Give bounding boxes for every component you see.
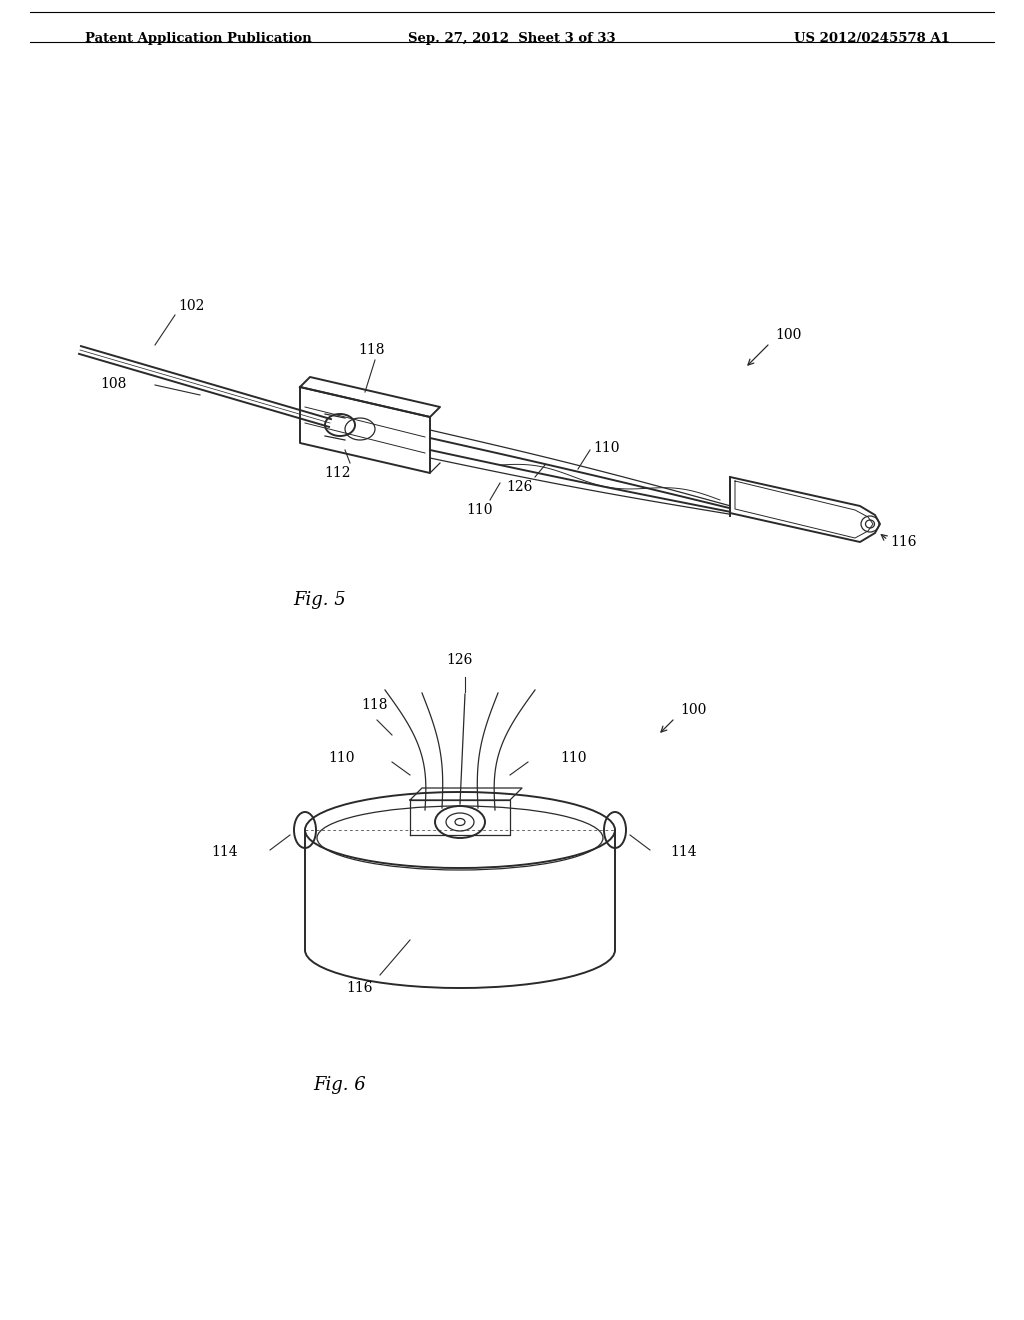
Text: 110: 110 <box>467 503 494 517</box>
Text: US 2012/0245578 A1: US 2012/0245578 A1 <box>795 32 950 45</box>
Text: Fig. 6: Fig. 6 <box>313 1076 367 1094</box>
Text: 126: 126 <box>507 480 534 494</box>
Text: Sep. 27, 2012  Sheet 3 of 33: Sep. 27, 2012 Sheet 3 of 33 <box>409 32 615 45</box>
Text: 116: 116 <box>890 535 916 549</box>
Text: 126: 126 <box>446 653 473 667</box>
Text: 116: 116 <box>347 981 374 995</box>
Text: Fig. 5: Fig. 5 <box>294 591 346 609</box>
Text: 110: 110 <box>560 751 587 766</box>
Text: 100: 100 <box>680 704 707 717</box>
Text: 110: 110 <box>593 441 620 455</box>
Text: 114: 114 <box>670 845 696 859</box>
Text: 118: 118 <box>361 698 388 711</box>
Text: 110: 110 <box>329 751 355 766</box>
Text: 112: 112 <box>325 466 351 480</box>
Text: 118: 118 <box>358 343 385 356</box>
Text: 114: 114 <box>212 845 239 859</box>
Text: 108: 108 <box>100 378 126 391</box>
Text: Patent Application Publication: Patent Application Publication <box>85 32 311 45</box>
Text: 102: 102 <box>178 300 205 313</box>
Text: 100: 100 <box>775 327 802 342</box>
